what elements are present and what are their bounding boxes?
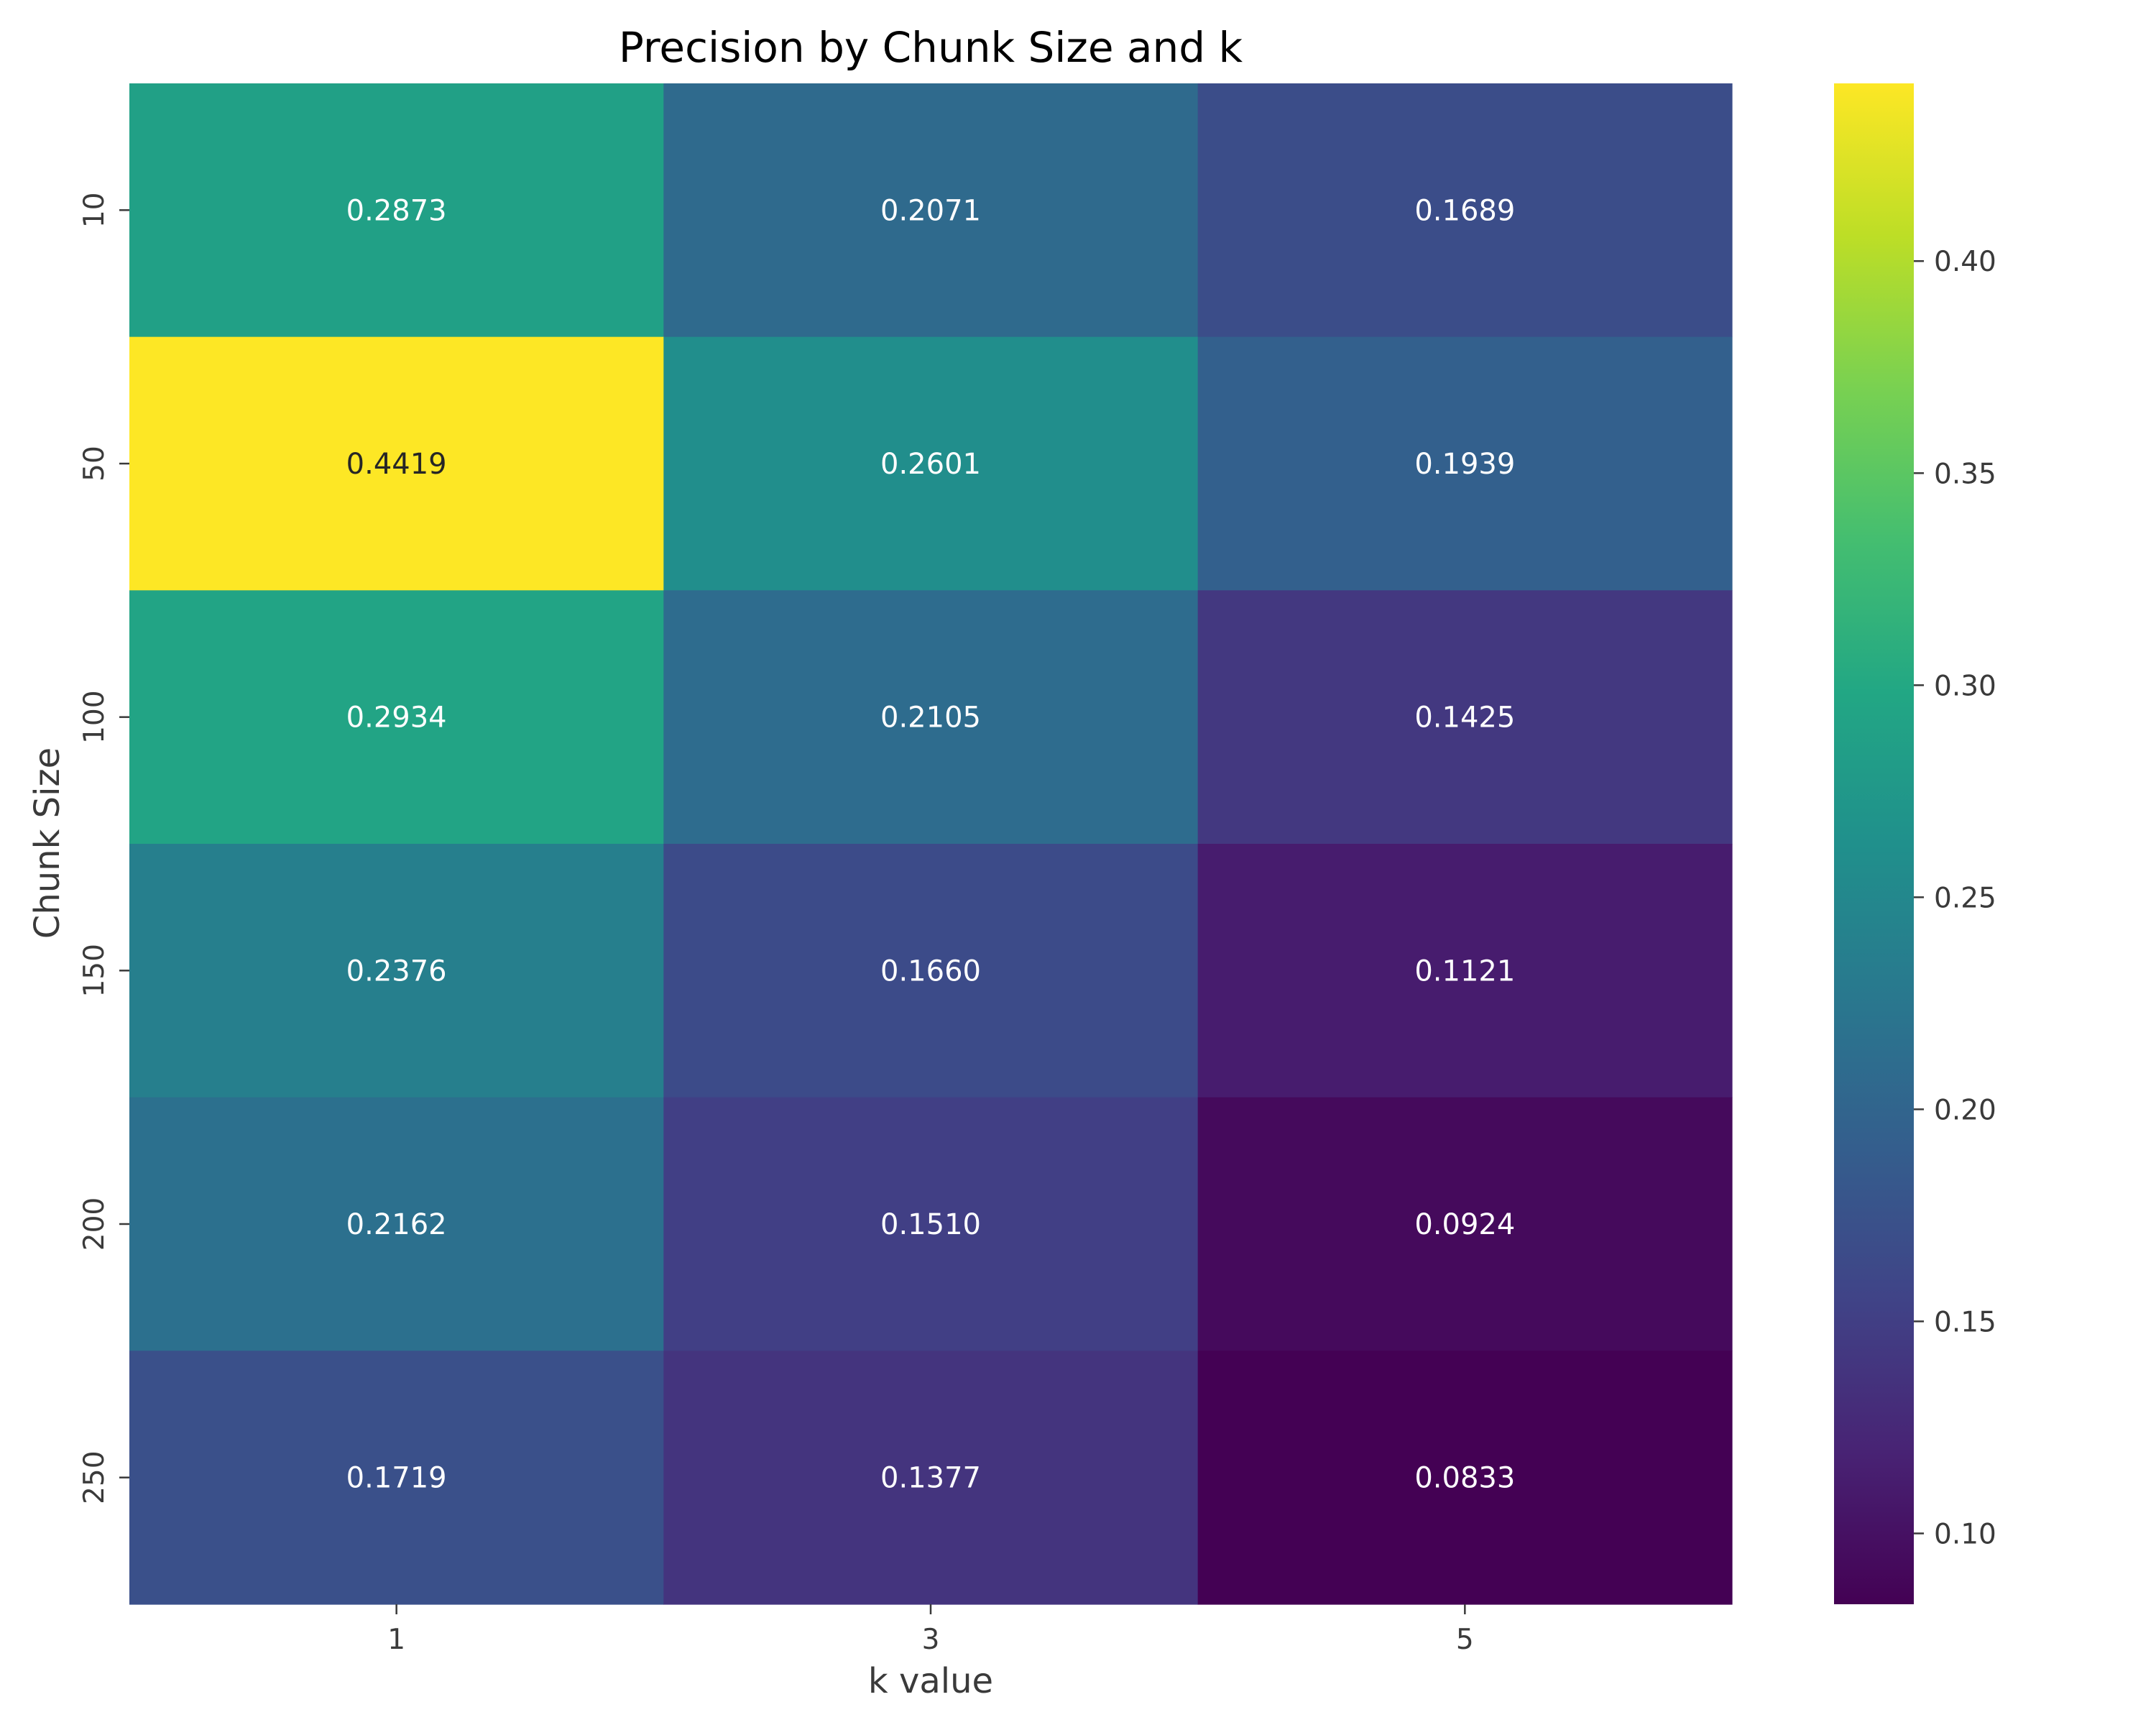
heatmap-cell-r1-c2 [1197, 336, 1733, 591]
heatmap-cell-labels: 0.2873 0.2071 0.1689 0.4419 0.2601 0.1939 0.29… [346, 194, 1516, 1494]
cell-value-label: 0.1660 [880, 954, 981, 988]
y-tick-label: 250 [78, 1450, 111, 1504]
cell-value-label: 0.1510 [880, 1208, 981, 1241]
x-axis-ticks: 1 3 5 [387, 1604, 1474, 1656]
cell-value-label: 0.4419 [346, 448, 447, 481]
heatmap-cell-r4-c1 [663, 1097, 1199, 1351]
y-tick-label: 100 [78, 690, 111, 743]
y-tick-label: 10 [78, 193, 111, 229]
colorbar-tick-label: 0.25 [1934, 882, 1996, 914]
cell-value-label: 0.2071 [880, 194, 981, 227]
colorbar-tick-label: 0.35 [1934, 458, 1996, 490]
colorbar-tick-label: 0.10 [1934, 1518, 1996, 1550]
cell-value-label: 0.1689 [1414, 194, 1515, 227]
y-tick-label: 200 [78, 1197, 111, 1251]
cell-value-label: 0.2873 [346, 194, 447, 227]
cell-value-label: 0.0924 [1414, 1208, 1515, 1241]
colorbar-ticks: 0.10 0.15 0.20 0.25 0.30 0.35 0.40 [1914, 246, 1996, 1550]
heatmap-cell-r5-c0 [129, 1351, 664, 1605]
heatmap-cell-r5-c2 [1197, 1351, 1733, 1605]
heatmap-cell-r1-c1 [663, 336, 1199, 591]
heatmap-cell-r3-c1 [663, 844, 1199, 1098]
x-tick-label: 3 [922, 1624, 940, 1656]
heatmap-cell-r3-c2 [1197, 844, 1733, 1098]
colorbar-tick-label: 0.30 [1934, 670, 1996, 702]
heatmap-cell-r4-c2 [1197, 1097, 1733, 1351]
heatmap-cell-r2-c2 [1197, 590, 1733, 845]
x-axis-label: k value [868, 1661, 993, 1701]
colorbar [1834, 83, 1914, 1604]
y-tick-label: 50 [78, 446, 111, 482]
cell-value-label: 0.2105 [880, 702, 981, 735]
heatmap-cell-r0-c2 [1197, 83, 1733, 338]
cell-value-label: 0.1719 [346, 1462, 447, 1495]
heatmap-cell-r5-c1 [663, 1351, 1199, 1605]
cell-value-label: 0.0833 [1414, 1462, 1515, 1495]
x-tick-label: 5 [1456, 1624, 1474, 1656]
cell-value-label: 0.2601 [880, 448, 981, 481]
y-tick-label: 150 [78, 944, 111, 997]
cell-value-label: 0.1939 [1414, 448, 1515, 481]
cell-value-label: 0.2162 [346, 1208, 447, 1241]
cell-value-label: 0.1377 [880, 1462, 981, 1495]
heatmap-cell-r0-c1 [663, 83, 1199, 338]
heatmap-cell-r0-c0 [129, 83, 664, 338]
colorbar-gradient [1834, 83, 1914, 1604]
heatmap-cells [129, 83, 1733, 1605]
colorbar-tick-label: 0.15 [1934, 1306, 1996, 1338]
cell-value-label: 0.2934 [346, 702, 447, 735]
colorbar-tick-label: 0.20 [1934, 1094, 1996, 1126]
y-axis-ticks: 10 50 100 150 200 250 [78, 193, 129, 1504]
heatmap-cell-r2-c1 [663, 590, 1199, 845]
heatmap-cell-r4-c0 [129, 1097, 664, 1351]
colorbar-tick-label: 0.40 [1934, 246, 1996, 278]
heatmap-cell-r3-c0 [129, 844, 664, 1098]
chart-title: Precision by Chunk Size and k [619, 23, 1243, 72]
y-axis-label: Chunk Size [27, 748, 68, 939]
cell-value-label: 0.2376 [346, 954, 447, 988]
x-tick-label: 1 [387, 1624, 405, 1656]
cell-value-label: 0.1121 [1414, 954, 1515, 988]
heatmap-cell-r2-c0 [129, 590, 664, 845]
heatmap-cell-r1-c0 [129, 336, 664, 591]
cell-value-label: 0.1425 [1414, 702, 1515, 735]
